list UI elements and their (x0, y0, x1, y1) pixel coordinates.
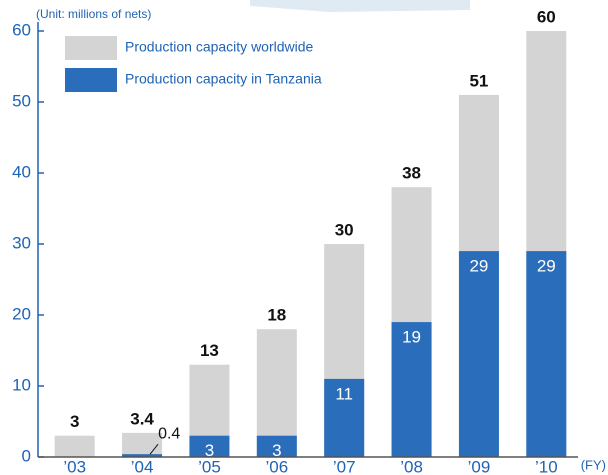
chart: (Unit: millions of nets) (FY) 0 10 20 30 40 5… (0, 0, 608, 475)
value-label: 38 (402, 164, 421, 183)
x-axis-label: (FY) (581, 457, 606, 472)
legend-swatch (65, 68, 117, 92)
legend-label: Production capacity worldwide (125, 39, 314, 55)
value-label: 29 (537, 257, 556, 276)
value-label: 29 (469, 257, 488, 276)
value-label: 13 (200, 341, 219, 360)
x-tick-label: ’07 (333, 457, 356, 475)
value-label: 3 (70, 412, 79, 431)
bar (526, 251, 566, 457)
value-label: 3.4 (130, 409, 154, 428)
value-label: 51 (469, 71, 488, 90)
legend-swatch (65, 36, 117, 60)
y-tick-label: 50 (12, 91, 31, 110)
y-tick-label: 20 (12, 304, 31, 323)
value-label: 30 (335, 220, 354, 239)
bar (459, 251, 499, 457)
y-tick-label: 0 (22, 446, 31, 465)
x-tick-label: ’09 (468, 457, 491, 475)
y-tick-label: 60 (12, 20, 31, 39)
value-label: 18 (267, 306, 286, 325)
y-tick-label: 10 (12, 375, 31, 394)
value-label: 60 (537, 7, 556, 26)
x-tick-label: ’05 (198, 457, 221, 475)
value-label: 19 (402, 328, 421, 347)
x-tick-label: ’10 (535, 457, 558, 475)
x-tick-label: ’03 (63, 457, 86, 475)
y-tick-label: 40 (12, 162, 31, 181)
legend-label: Production capacity in Tanzania (125, 71, 322, 87)
x-tick-label: ’08 (400, 457, 423, 475)
bar (55, 436, 95, 457)
value-label: 11 (335, 384, 353, 403)
bar (122, 433, 162, 457)
unit-label: (Unit: millions of nets) (36, 7, 151, 21)
y-tick-label: 30 (12, 233, 31, 252)
value-label: 0.4 (158, 425, 180, 442)
x-tick-label: ’06 (265, 457, 288, 475)
decoration (250, 0, 470, 12)
x-tick-label: ’04 (131, 457, 154, 475)
